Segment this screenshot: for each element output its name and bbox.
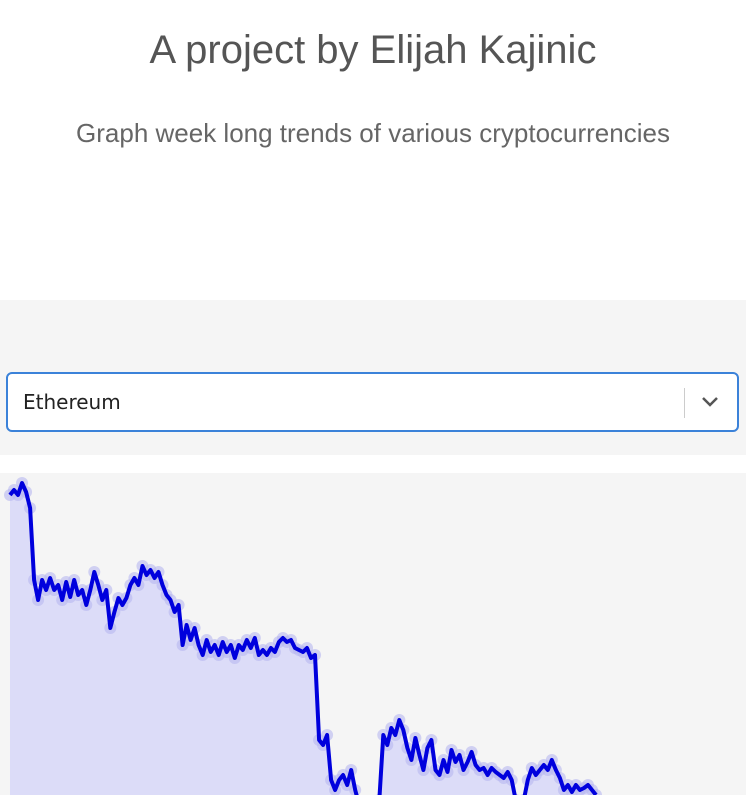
area-fill <box>10 483 596 795</box>
price-chart <box>0 473 746 795</box>
title: A project by Elijah Kajinic <box>149 28 597 72</box>
separator <box>684 388 685 418</box>
subtitle: Graph week long trends of various crypto… <box>76 118 670 148</box>
price-line <box>8 481 598 795</box>
selected-coin: Ethereum <box>23 390 121 414</box>
coin-select[interactable]: Ethereum <box>6 372 739 432</box>
chevron[interactable] <box>700 392 720 412</box>
